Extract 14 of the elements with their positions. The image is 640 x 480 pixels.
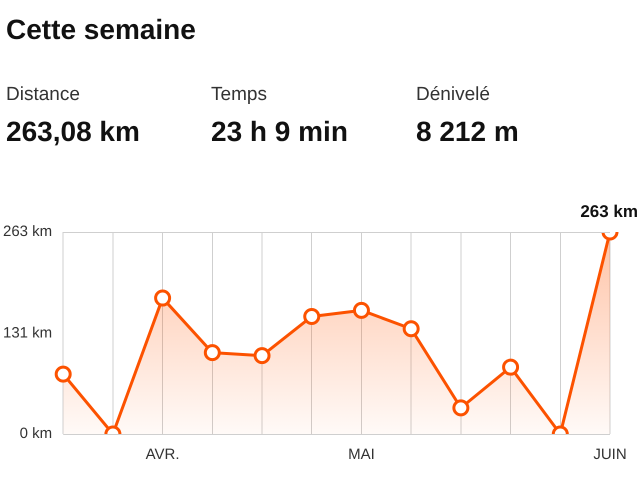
text: Distance: [6, 84, 81, 106]
y-tick-label: 0 km: [20, 425, 52, 442]
chart-title: Cette semaine: [6, 14, 196, 46]
x-tick-label: JUIN: [593, 446, 627, 464]
text: 263,08 km: [6, 116, 140, 148]
text: 23 h 9 min: [211, 116, 348, 148]
x-tick-label: AVR.: [146, 446, 180, 464]
text: 8 212 m: [416, 116, 519, 148]
y-tick-label: 131 km: [2, 324, 52, 342]
data-label: 263 km: [580, 202, 638, 222]
y-tick-label: 263 km: [2, 223, 52, 240]
x-tick-label: MAI: [348, 446, 375, 464]
text: Dénivelé: [416, 84, 491, 106]
text: Temps: [211, 84, 268, 106]
